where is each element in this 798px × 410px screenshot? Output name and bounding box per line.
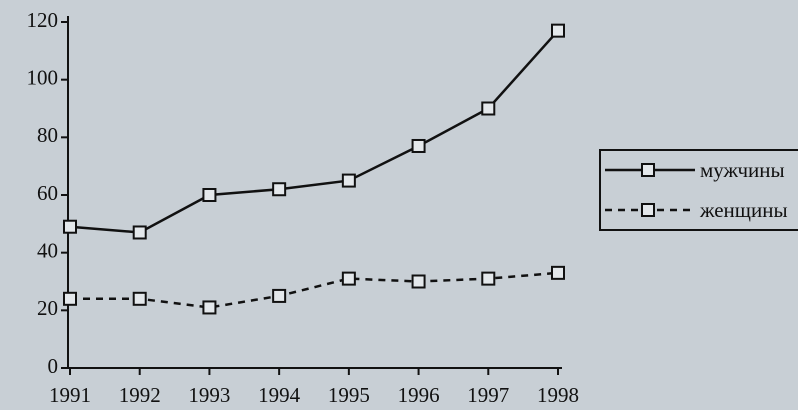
y-tick-label: 20 <box>37 296 58 320</box>
x-tick-label: 1995 <box>328 383 370 407</box>
y-tick-label: 0 <box>48 354 59 378</box>
marker <box>411 138 426 153</box>
marker <box>202 188 217 202</box>
series-line <box>70 271 559 309</box>
marker <box>63 291 77 306</box>
marker <box>341 271 356 286</box>
legend-label: женщины <box>699 198 788 222</box>
marker <box>63 219 77 234</box>
x-tick-label: 1992 <box>119 383 161 407</box>
legend-box <box>599 149 798 231</box>
series-line <box>69 29 559 234</box>
y-tick-label: 120 <box>27 8 59 32</box>
marker <box>132 225 147 240</box>
x-tick-label: 1993 <box>188 383 230 407</box>
x-tick-label: 1998 <box>537 383 579 407</box>
y-tick-label: 80 <box>37 123 58 147</box>
marker <box>132 291 147 306</box>
y-tick-label: 40 <box>37 238 58 262</box>
y-tick-label: 60 <box>37 181 58 205</box>
marker <box>551 265 565 280</box>
marker <box>341 173 356 188</box>
x-tick-label: 1996 <box>398 383 440 407</box>
x-tick-label: 1991 <box>49 383 91 407</box>
legend-label: мужчины <box>700 158 785 182</box>
x-tick-label: 1994 <box>258 383 301 407</box>
marker <box>551 23 565 38</box>
marker <box>481 101 496 116</box>
marker <box>272 182 287 197</box>
marker <box>411 274 426 289</box>
marker <box>202 300 217 315</box>
legend-marker <box>641 203 655 217</box>
x-tick-label: 1997 <box>467 383 509 407</box>
y-tick-label: 100 <box>27 65 59 89</box>
marker <box>272 288 287 303</box>
legend-marker <box>641 163 655 177</box>
marker <box>481 271 496 286</box>
